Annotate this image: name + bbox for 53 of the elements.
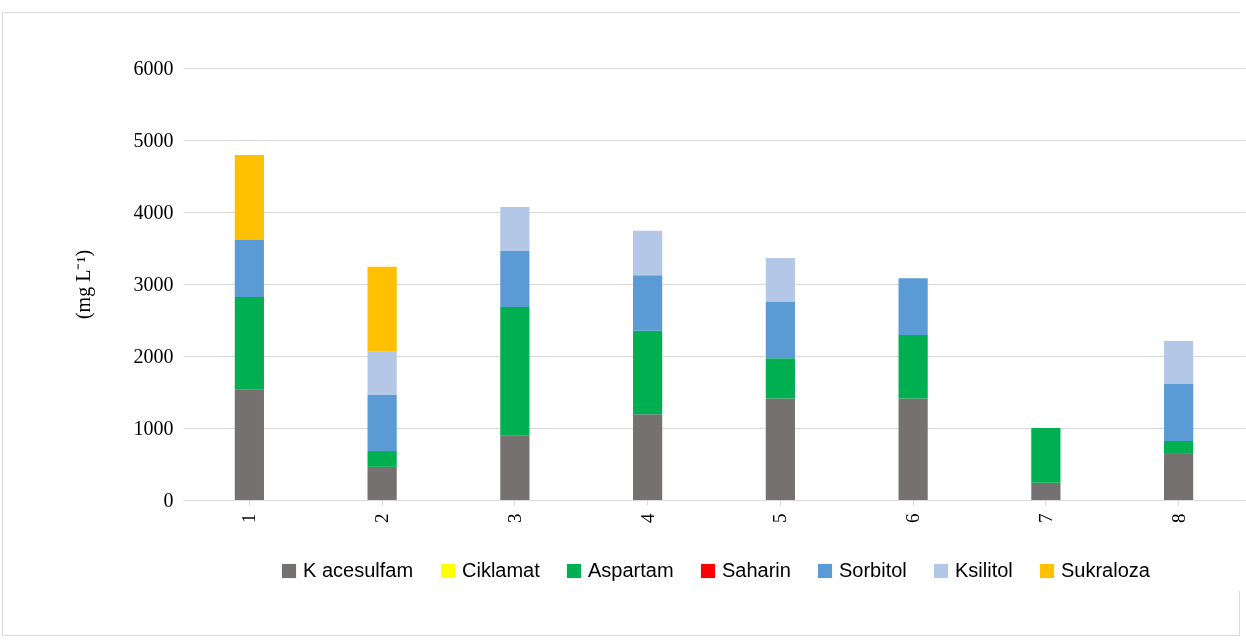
bar (234, 240, 264, 297)
legend-label: Sorbitol (839, 559, 907, 581)
legend-label: Sukraloza (1061, 559, 1151, 581)
bar (765, 258, 795, 302)
bar (633, 330, 663, 415)
bar (367, 394, 397, 452)
x-tick-label: 6 (902, 513, 924, 523)
bar (1031, 482, 1061, 500)
bar (1164, 384, 1194, 441)
bar (633, 275, 663, 331)
bar (898, 278, 928, 336)
bar (367, 266, 397, 352)
bar (1031, 428, 1061, 483)
bar (633, 230, 663, 276)
bar (633, 414, 663, 500)
y-tick-label: 6000 (133, 56, 174, 79)
bar (367, 466, 397, 500)
y-tick-label: 1000 (133, 416, 174, 439)
y-axis-title: (mg L⁻¹) (71, 249, 95, 320)
bar (765, 398, 795, 500)
legend-label: Ciklamat (462, 559, 541, 581)
legend-label: Aspartam (588, 559, 674, 581)
bar (1164, 440, 1194, 454)
x-tick-label: 8 (1167, 513, 1189, 523)
x-tick-label: 2 (371, 513, 393, 523)
bar (765, 302, 795, 359)
y-tick-label: 4000 (133, 200, 174, 223)
bar (367, 351, 397, 395)
y-tick-label: 5000 (133, 128, 174, 151)
bar (234, 296, 264, 390)
bar (500, 435, 530, 500)
bar (500, 206, 530, 251)
bar (765, 358, 795, 399)
bar (234, 155, 264, 241)
bar (1164, 340, 1194, 385)
x-tick-label: 1 (238, 513, 260, 523)
bar (1164, 453, 1194, 500)
bar (234, 389, 264, 500)
legend-label: Saharin (722, 559, 791, 581)
y-tick-label: 2000 (133, 344, 174, 367)
y-tick-label: 0 (163, 488, 174, 511)
bar (898, 398, 928, 500)
bar (898, 335, 928, 399)
x-tick-label: 3 (503, 513, 525, 523)
x-tick-label: 7 (1034, 513, 1056, 523)
x-tick-label: 4 (636, 513, 658, 523)
legend-label: Ksilitol (955, 559, 1013, 581)
bar (500, 250, 530, 308)
x-tick-label: 5 (769, 513, 791, 523)
legend-label: K acesulfam (303, 559, 414, 581)
bar (367, 451, 397, 467)
bar (500, 307, 530, 436)
y-tick-label: 3000 (133, 272, 174, 295)
